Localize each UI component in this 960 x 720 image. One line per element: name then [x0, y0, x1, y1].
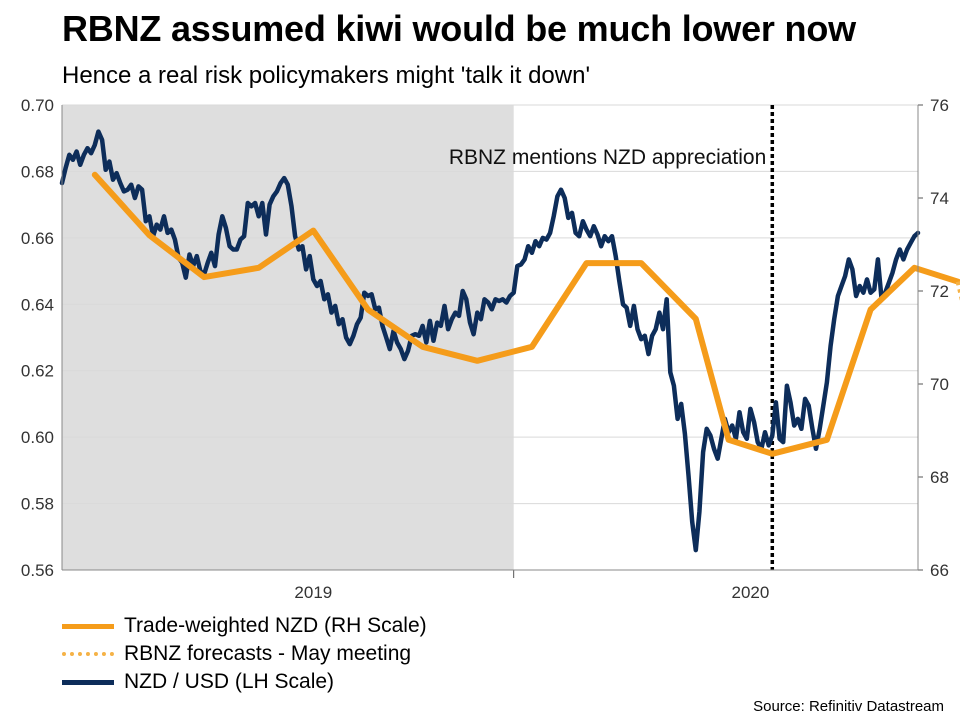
legend-swatch-nzdusd	[62, 679, 114, 685]
chart-title: RBNZ assumed kiwi would be much lower no…	[62, 8, 856, 49]
right-tick-label-4: 74	[930, 189, 949, 208]
right-tick-label-2: 70	[930, 375, 949, 394]
left-tick-label-0: 0.56	[21, 561, 54, 580]
left-tick-label-4: 0.64	[21, 295, 54, 314]
legend-swatch-twi	[62, 623, 114, 629]
x-tick-label-0: 2019	[294, 583, 332, 602]
legend: Trade-weighted NZD (RH Scale) RBNZ forec…	[62, 612, 427, 696]
source-note: Source: Refinitiv Datastream	[753, 698, 944, 715]
shaded-region	[62, 105, 514, 570]
left-tick-label-5: 0.66	[21, 229, 54, 248]
right-axis: 66 68 70 72 74 76	[918, 96, 949, 580]
series-twi-line	[91, 171, 960, 457]
right-tick-label-1: 68	[930, 468, 949, 487]
series-nzdusd-line	[59, 129, 921, 553]
annotation-label: RBNZ mentions NZD appreciation	[449, 146, 766, 169]
left-axis: 0.56 0.58 0.60 0.62 0.64 0.66 0.68 0.70	[21, 96, 54, 580]
x-tick-label-1: 2020	[732, 583, 770, 602]
right-tick-label-5: 76	[930, 96, 949, 115]
left-tick-label-1: 0.58	[21, 495, 54, 514]
legend-label-nzdusd: NZD / USD (LH Scale)	[124, 670, 335, 693]
series-layer	[59, 129, 960, 553]
left-tick-label-2: 0.60	[21, 428, 54, 447]
left-tick-label-6: 0.68	[21, 162, 54, 181]
left-tick-label-7: 0.70	[21, 96, 54, 115]
right-tick-label-0: 66	[930, 561, 949, 580]
x-axis: 2019 2020	[294, 570, 769, 602]
legend-item-forecast: RBNZ forecasts - May meeting	[62, 640, 427, 668]
legend-label-twi: Trade-weighted NZD (RH Scale)	[124, 614, 427, 637]
legend-item-nzdusd: NZD / USD (LH Scale)	[62, 668, 427, 696]
legend-label-forecast: RBNZ forecasts - May meeting	[124, 642, 412, 665]
left-tick-label-3: 0.62	[21, 362, 54, 381]
right-tick-label-3: 72	[930, 282, 949, 301]
chart-subtitle: Hence a real risk policymakers might 'ta…	[62, 62, 591, 89]
legend-item-twi: Trade-weighted NZD (RH Scale)	[62, 612, 427, 640]
legend-swatch-forecast	[62, 652, 114, 656]
